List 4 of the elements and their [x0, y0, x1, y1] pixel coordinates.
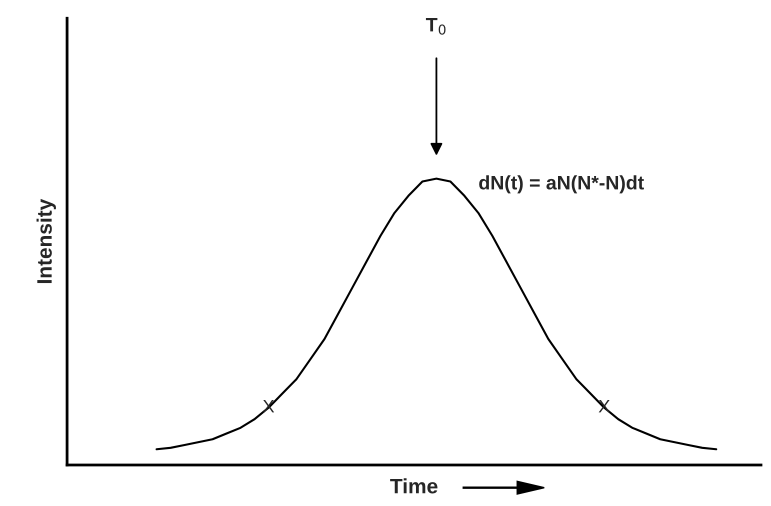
y-axis-title: Intensity — [36, 198, 56, 284]
text: T$_{0}$ — [426, 18, 446, 35]
x-axis-title: Time — [390, 478, 438, 494]
annotation: dN(t) = aN(N*-N)dt — [479, 175, 644, 194]
